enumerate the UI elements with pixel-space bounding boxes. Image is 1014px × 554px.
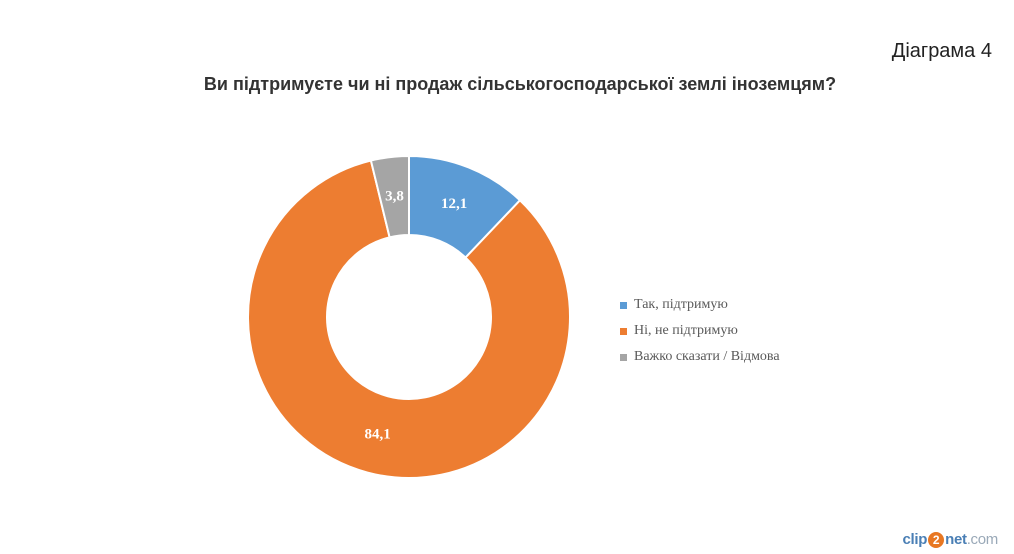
legend-item-yes: Так, підтримую [620, 292, 780, 318]
donut-slice-hard-to-say [369, 154, 410, 239]
legend-swatch-hard-to-say [620, 353, 627, 361]
legend-item-hard-to-say: Важко сказати / Відмова [620, 344, 780, 370]
watermark-part-net: net [945, 531, 967, 548]
donut-slice-no [247, 159, 571, 479]
legend-label-no: Ні, не підтримую [634, 323, 738, 338]
chart-title: Ви підтримуєте чи ні продаж сільськогосп… [203, 74, 837, 94]
watermark-part-two: 2 [928, 532, 945, 548]
donut-slices [247, 154, 571, 479]
data-label-yes: 12,1 [441, 196, 467, 212]
diagram-number-label: Діаграма 4 [891, 40, 992, 62]
chart-legend: Так, підтримую Ні, не підтримую Важко ск… [620, 292, 780, 370]
legend-swatch-yes [620, 301, 627, 309]
data-label-hard-to-say: 3,8 [385, 188, 404, 204]
legend-label-yes: Так, підтримую [634, 297, 728, 312]
watermark-logo: clip 2 net.com [902, 531, 998, 548]
data-label-no: 84,1 [365, 426, 391, 442]
donut-data-labels: 12,1 84,1 3,8 [365, 188, 468, 442]
watermark-part-domain: .com [966, 531, 999, 548]
legend-label-hard-to-say: Важко сказати / Відмова [634, 349, 780, 364]
legend-swatch-no [620, 327, 627, 335]
watermark-part-clip: clip [902, 531, 928, 548]
legend-item-no: Ні, не підтримую [620, 318, 780, 344]
